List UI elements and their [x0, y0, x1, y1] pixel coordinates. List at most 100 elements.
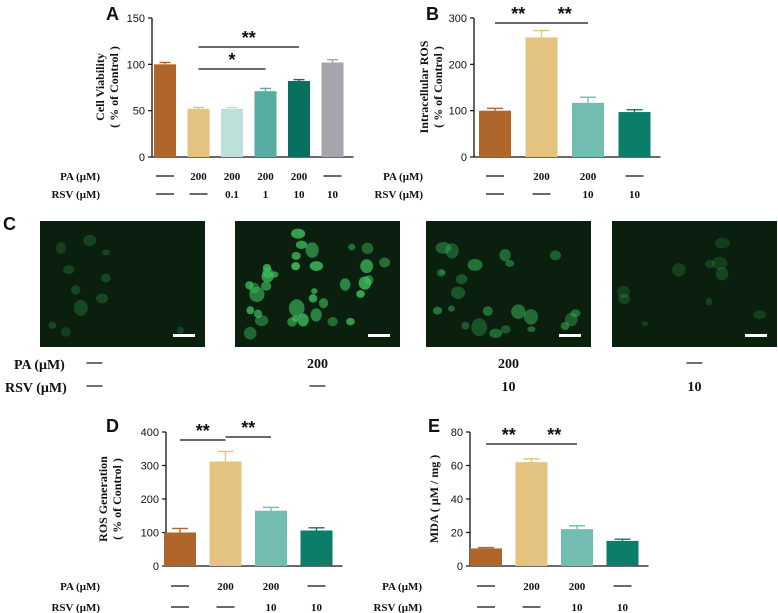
fluorescent-cell [48, 321, 57, 329]
fluorescent-cell [291, 228, 306, 239]
rsv-row-label: RSV (μM) [373, 602, 422, 613]
bar [255, 510, 287, 566]
fluorescent-cell [305, 242, 319, 258]
fluorescent-cell [467, 258, 483, 271]
fluorescent-cell [297, 313, 309, 327]
y-tick-label: 100 [141, 528, 159, 540]
fluorescent-cell [360, 259, 374, 274]
scale-bar [745, 334, 767, 337]
pa-value: 200 [217, 581, 234, 593]
fluorescent-cell [461, 321, 470, 330]
fluorescent-cell [499, 249, 511, 262]
fluorescent-cell [310, 308, 322, 322]
panel-label-b: B [426, 4, 439, 24]
fluorescent-cell [291, 251, 301, 260]
y-tick-label: 40 [451, 494, 463, 506]
y-tick-label: 60 [451, 461, 463, 473]
fluorescent-cell [549, 250, 561, 261]
y-tick-label: 200 [449, 59, 467, 71]
micrograph-background [612, 221, 777, 347]
bar [288, 81, 310, 157]
fluorescent-cell [527, 326, 536, 333]
fluorescent-cell [100, 273, 111, 283]
fluorescent-cell [714, 237, 731, 249]
pa-value: 200 [291, 171, 308, 183]
fluorescent-cell [364, 274, 374, 285]
rsv-value: 10 [502, 380, 516, 395]
bar [515, 462, 548, 566]
micrograph [235, 221, 400, 347]
panel-label-e: E [428, 416, 440, 436]
pa-value: 200 [533, 171, 550, 183]
significance-stars: ** [502, 425, 516, 445]
fluorescent-cell [560, 321, 570, 331]
micrograph [426, 221, 591, 347]
fluorescent-cell [291, 262, 301, 271]
fluorescent-cell [511, 304, 526, 319]
fluorescent-cell [711, 256, 728, 270]
fluorescent-cell [295, 240, 308, 250]
bar [618, 112, 651, 157]
y-axis-label: Intracellular ROS [417, 40, 431, 133]
panel-c-rsv-label: RSV (μM) [5, 381, 67, 396]
significance-stars: ** [242, 28, 256, 48]
chart-b-intracellular-ros: 0 100 200 300 Intracellular ROS( % of Contro… [374, 4, 661, 201]
fluorescent-cell [83, 234, 97, 247]
pa-value: 200 [569, 581, 586, 593]
rsv-row-label: RSV (μM) [51, 602, 100, 613]
fluorescent-cell [523, 309, 538, 325]
fluorescent-cell [60, 327, 71, 337]
y-tick-label: 100 [127, 59, 145, 71]
fluorescent-cell [309, 261, 324, 271]
rsv-value: 10 [583, 189, 595, 201]
fluorescent-cell [95, 293, 108, 304]
y-tick-label: 400 [141, 427, 159, 439]
y-tick-label: 300 [449, 13, 467, 25]
fluorescent-cell [311, 288, 318, 295]
micrograph [40, 221, 205, 347]
rsv-value: 10 [617, 602, 629, 613]
fluorescent-cell [704, 259, 715, 269]
significance-stars: ** [558, 4, 572, 24]
fluorescent-cell [641, 321, 648, 326]
y-axis-label: MDA ( μM / mg ) [427, 455, 441, 543]
y-axis-label-line2: ( % of Control ) [110, 458, 124, 540]
y-tick-label: 200 [141, 494, 159, 506]
bar [164, 532, 196, 566]
fluorescent-cell [439, 269, 446, 275]
fluorescent-cell [308, 294, 318, 303]
rsv-value: 10 [327, 189, 339, 201]
fluorescent-cell [617, 285, 630, 299]
fluorescent-cell [482, 306, 493, 316]
fluorescent-cell [346, 317, 355, 326]
bar [154, 64, 176, 157]
significance-stars: ** [547, 425, 561, 445]
scale-bar [559, 334, 581, 337]
fluorescent-cell [262, 267, 274, 279]
rsv-value: 1 [263, 189, 269, 201]
bar [300, 530, 333, 566]
pa-value: 200 [257, 171, 274, 183]
y-tick-label: 300 [141, 461, 159, 473]
rsv-row-label: RSV (μM) [374, 189, 423, 201]
rsv-row-label: RSV (μM) [51, 189, 100, 201]
bar [479, 110, 511, 157]
chart-a-cell-viability: 0 50 100 150 Cell Viability( % of Control ) P… [51, 13, 354, 201]
fluorescent-cell [436, 268, 446, 277]
bar [561, 529, 593, 566]
fluorescent-cell [70, 285, 81, 295]
fluorescent-cell [339, 278, 351, 291]
micrograph-background [40, 221, 205, 347]
fluorescent-cell [505, 259, 515, 267]
fluorescent-cell [445, 243, 459, 259]
pa-value: 200 [523, 581, 540, 593]
fluorescent-cell [348, 243, 356, 251]
significance-stars: ** [511, 4, 525, 24]
y-tick-label: 0 [153, 561, 159, 573]
significance-stars: ** [241, 418, 255, 438]
fluorescent-cell [435, 241, 452, 254]
fluorescent-cell [356, 290, 365, 298]
fluorescent-cell [102, 249, 110, 256]
fluorescent-cell [243, 326, 257, 340]
pa-row-label: PA (μM) [383, 171, 423, 183]
